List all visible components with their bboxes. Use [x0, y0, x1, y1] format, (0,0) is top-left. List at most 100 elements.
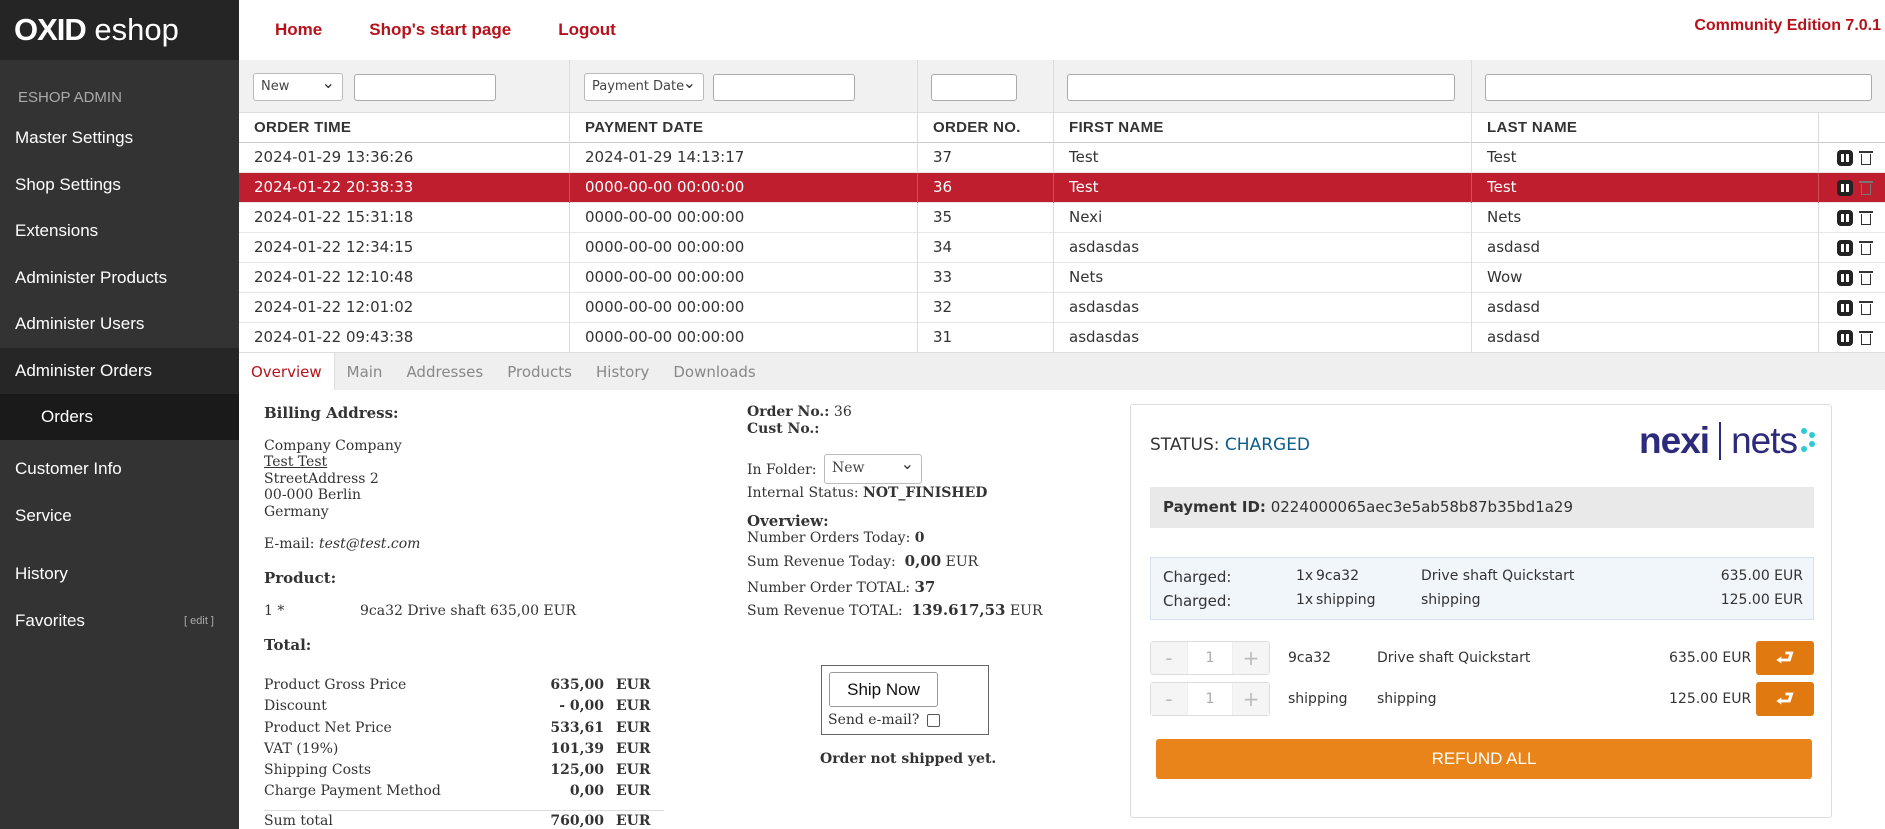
menu-master-settings[interactable]: Master Settings	[15, 128, 134, 147]
billing-name[interactable]: Test Test	[264, 454, 328, 470]
last-name-filter-input[interactable]	[1485, 74, 1872, 101]
total-row: Product Net Price 533,61 EUR	[264, 720, 664, 741]
refund-ref: shipping	[1288, 691, 1348, 707]
plus-icon[interactable]: +	[1233, 642, 1269, 674]
menu-administer-products[interactable]: Administer Products	[15, 267, 168, 287]
total-row-value: 760,00	[550, 813, 604, 829]
table-row[interactable]: 2024-01-22 12:34:15 0000-00-00 00:00:00 …	[239, 233, 1885, 263]
trash-icon[interactable]	[1859, 300, 1873, 316]
order-time-filter-input[interactable]	[354, 74, 496, 101]
pause-icon[interactable]	[1837, 180, 1853, 196]
menu-favorites[interactable]: Favorites [ edit ]	[0, 598, 239, 645]
trash-icon[interactable]	[1859, 180, 1873, 196]
pause-icon[interactable]	[1837, 210, 1853, 226]
ship-now-button[interactable]: Ship Now	[829, 672, 938, 707]
folder-filter-select[interactable]: New	[253, 73, 343, 101]
total-row-sum: Sum total 760,00 EUR	[264, 810, 664, 829]
tab-products[interactable]: Products	[507, 363, 572, 381]
table-row[interactable]: 2024-01-22 12:01:02 0000-00-00 00:00:00 …	[239, 293, 1885, 323]
menu-administer-users[interactable]: Administer Users	[15, 314, 145, 333]
col-last-name[interactable]: LAST NAME	[1472, 113, 1819, 143]
edition-label: Community Edition 7.0.1	[1694, 17, 1881, 34]
pause-icon[interactable]	[1837, 240, 1853, 256]
total-row-label: Discount	[264, 698, 327, 715]
menu-orders[interactable]: Orders	[0, 394, 239, 440]
table-row[interactable]: 2024-01-22 12:10:48 0000-00-00 00:00:00 …	[239, 263, 1885, 293]
menu-extensions[interactable]: Extensions	[15, 221, 99, 240]
first-name-filter-input[interactable]	[1067, 74, 1455, 101]
total-title: Total:	[264, 636, 312, 654]
orders-table-header: ORDER TIME PAYMENT DATE ORDER NO. FIRST …	[239, 113, 1885, 143]
col-order-time[interactable]: ORDER TIME	[239, 113, 570, 143]
table-row[interactable]: 2024-01-22 15:31:18 0000-00-00 00:00:00 …	[239, 203, 1885, 233]
cell-last-name: Test	[1472, 173, 1819, 203]
pause-icon[interactable]	[1837, 150, 1853, 166]
tab-addresses[interactable]: Addresses	[406, 363, 484, 381]
refund-qty-value[interactable]: 1	[1187, 683, 1233, 715]
table-row-selected[interactable]: 2024-01-22 20:38:33 0000-00-00 00:00:00 …	[239, 173, 1885, 203]
ship-box: Ship Now Send e-mail?	[821, 665, 989, 735]
tab-main[interactable]: Main	[346, 363, 383, 381]
menu-administer-orders[interactable]: Administer Orders	[0, 347, 239, 394]
menu-shop-settings[interactable]: Shop Settings	[15, 174, 121, 194]
cell-order-time: 2024-01-22 12:10:48	[239, 263, 570, 293]
tab-history[interactable]: History	[596, 363, 650, 381]
tab-downloads[interactable]: Downloads	[673, 363, 756, 381]
cell-payment-date: 0000-00-00 00:00:00	[570, 293, 918, 323]
total-row-value: 0,00	[569, 783, 604, 800]
refund-item-button[interactable]: ⮐	[1756, 682, 1814, 716]
plus-icon[interactable]: +	[1233, 683, 1269, 715]
total-row-currency: EUR	[616, 783, 651, 800]
date-type-select[interactable]: Payment Date	[584, 73, 704, 101]
send-email-checkbox[interactable]	[926, 713, 940, 727]
col-payment-date[interactable]: PAYMENT DATE	[570, 113, 918, 143]
refund-item-button[interactable]: ⮐	[1756, 641, 1814, 675]
total-row: Discount - 0,00 EUR	[264, 698, 664, 719]
favorites-edit-link[interactable]: [ edit ]	[184, 614, 214, 627]
stat-value: 139.617,53	[911, 601, 1006, 619]
trash-icon[interactable]	[1859, 270, 1873, 286]
nav-shop-start[interactable]: Shop's start page	[369, 20, 512, 39]
total-row-label: VAT (19%)	[264, 740, 339, 757]
refund-qty-value[interactable]: 1	[1187, 642, 1233, 674]
col-first-name[interactable]: FIRST NAME	[1054, 113, 1472, 143]
cell-payment-date: 2024-01-29 14:13:17	[570, 143, 918, 173]
col-order-no[interactable]: ORDER NO.	[918, 113, 1054, 143]
table-row[interactable]: 2024-01-29 13:36:26 2024-01-29 14:13:17 …	[239, 143, 1885, 173]
billing-email[interactable]: test@test.com	[318, 536, 421, 552]
menu-history[interactable]: History	[15, 564, 68, 583]
oxid-logo[interactable]: OXID eshop	[0, 0, 239, 60]
refund-amount: 635.00 EUR	[1669, 650, 1752, 666]
minus-icon[interactable]: -	[1151, 683, 1187, 715]
refund-all-button[interactable]: REFUND ALL	[1156, 739, 1812, 779]
totals-table: Product Gross Price 635,00 EUR Discount - 0…	[264, 677, 664, 829]
filter-last-name-cell	[1472, 60, 1885, 113]
order-no-filter-input[interactable]	[931, 74, 1017, 101]
minus-icon[interactable]: -	[1151, 642, 1187, 674]
menu-customer-info[interactable]: Customer Info	[15, 459, 122, 478]
status-value: CHARGED	[1224, 435, 1311, 455]
pause-icon[interactable]	[1837, 300, 1853, 316]
pause-icon[interactable]	[1837, 330, 1853, 346]
total-row-value: 635,00	[550, 677, 604, 693]
refund-amount: 125.00 EUR	[1669, 691, 1752, 707]
nav-home[interactable]: Home	[275, 20, 323, 39]
total-row-value: - 0,00	[559, 698, 604, 715]
menu-service[interactable]: Service	[15, 505, 72, 525]
table-row[interactable]: 2024-01-22 09:43:38 0000-00-00 00:00:00 …	[239, 323, 1885, 353]
cell-order-no: 34	[918, 233, 1054, 263]
trash-icon[interactable]	[1859, 150, 1873, 166]
status-label: STATUS:	[1150, 435, 1220, 455]
in-folder-select[interactable]: New	[824, 454, 922, 484]
tab-overview[interactable]: Overview	[239, 353, 335, 390]
trash-icon[interactable]	[1859, 240, 1873, 256]
eshop-admin-label: ESHOP ADMIN	[18, 89, 122, 106]
payment-date-filter-input[interactable]	[713, 74, 855, 101]
charged-ref: 9ca32	[1316, 568, 1359, 584]
trash-icon[interactable]	[1859, 330, 1873, 346]
trash-icon[interactable]	[1859, 210, 1873, 226]
nav-logout[interactable]: Logout	[558, 20, 616, 39]
payment-status: STATUS: CHARGED	[1150, 435, 1310, 455]
pause-icon[interactable]	[1837, 270, 1853, 286]
charged-name: shipping	[1421, 592, 1481, 608]
